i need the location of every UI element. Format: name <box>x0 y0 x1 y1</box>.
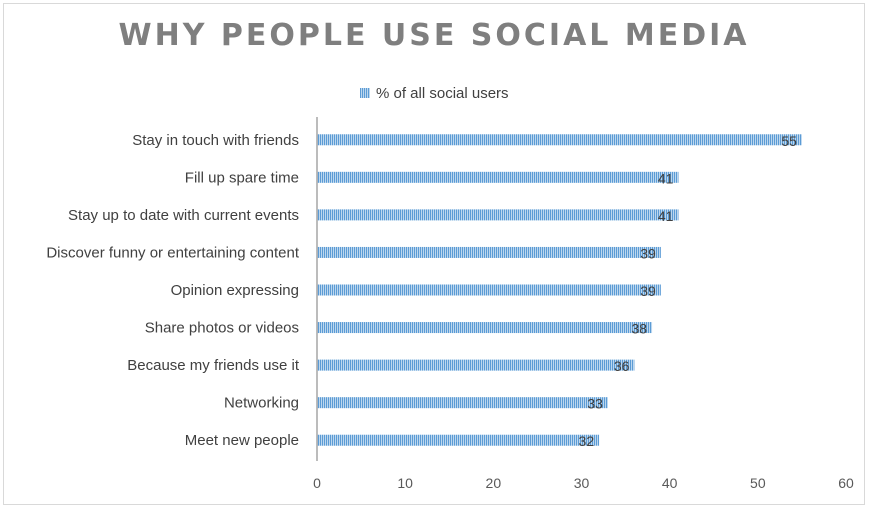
bar <box>317 209 679 221</box>
data-label: 41 <box>658 208 674 224</box>
category-label: Networking <box>224 395 299 412</box>
bar <box>317 134 802 146</box>
bar <box>317 359 635 371</box>
bar <box>317 284 661 296</box>
bar <box>317 322 653 334</box>
data-label: 38 <box>631 321 647 337</box>
data-label: 32 <box>579 433 595 449</box>
category-label: Opinion expressing <box>171 282 299 299</box>
x-tick-label: 0 <box>313 475 321 491</box>
data-label: 39 <box>640 245 656 261</box>
bar <box>317 434 600 446</box>
data-label: 41 <box>658 170 674 186</box>
category-label: Discover funny or entertaining content <box>46 244 299 261</box>
x-tick-label: 50 <box>750 475 766 491</box>
x-tick-label: 20 <box>486 475 502 491</box>
category-label: Because my friends use it <box>127 357 300 374</box>
category-label: Fill up spare time <box>185 169 299 186</box>
category-label: Stay in touch with friends <box>132 132 299 149</box>
data-label: 39 <box>640 283 656 299</box>
chart-title: WHY PEOPLE USE SOCIAL MEDIA <box>118 18 750 53</box>
data-label: 55 <box>781 133 797 149</box>
x-tick-label: 10 <box>397 475 413 491</box>
data-label: 33 <box>587 396 603 412</box>
legend-label: % of all social users <box>376 84 509 102</box>
bar <box>317 171 679 183</box>
category-label: Meet new people <box>185 432 299 449</box>
bar <box>317 397 608 409</box>
data-label: 36 <box>614 358 630 374</box>
legend-swatch <box>360 88 370 98</box>
legend: % of all social users <box>360 83 509 103</box>
category-label: Stay up to date with current events <box>68 207 299 224</box>
bar <box>317 246 661 258</box>
x-tick-label: 30 <box>574 475 590 491</box>
x-tick-label: 40 <box>662 475 678 491</box>
category-label: Share photos or videos <box>145 320 299 337</box>
x-tick-label: 60 <box>838 475 854 491</box>
